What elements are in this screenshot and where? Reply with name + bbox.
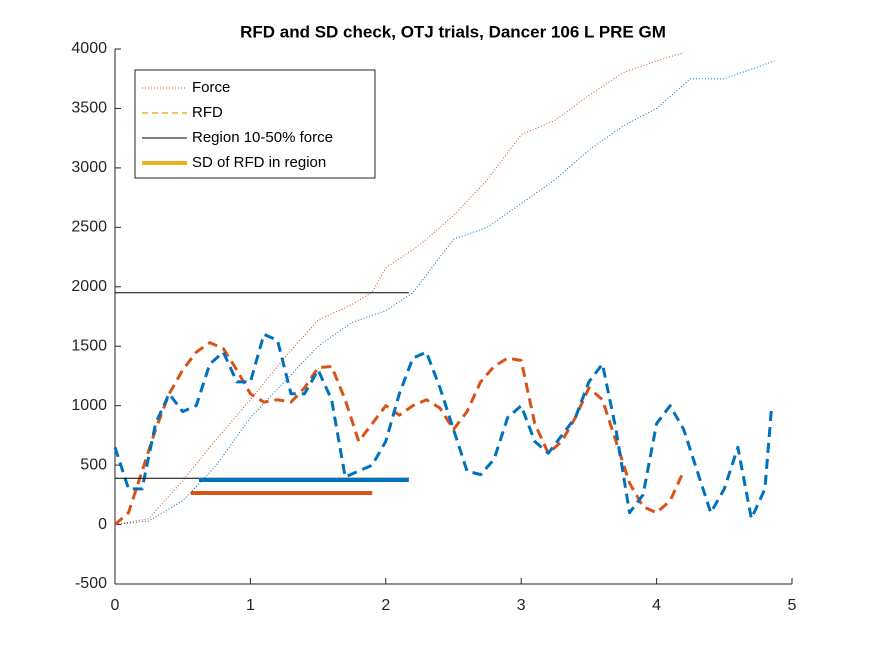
x-tick-label: 1 bbox=[246, 597, 255, 614]
y-tick-label: 0 bbox=[98, 516, 107, 533]
y-tick-label: 4000 bbox=[71, 40, 107, 57]
y-tick-label: 3500 bbox=[71, 100, 107, 117]
legend: Force RFD Region 10-50% force SD of RFD in … bbox=[134, 69, 376, 179]
x-tick-label: 3 bbox=[517, 597, 526, 614]
y-tick-label: -500 bbox=[75, 575, 107, 592]
legend-label: RFD bbox=[192, 104, 223, 121]
y-tick-label: 500 bbox=[80, 456, 107, 473]
series-line bbox=[114, 52, 684, 526]
legend-label: Region 10-50% force bbox=[192, 129, 333, 146]
y-tick-label: 3000 bbox=[71, 159, 107, 176]
series-line bbox=[114, 60, 775, 526]
x-tick-label: 2 bbox=[381, 597, 390, 614]
series-line bbox=[113, 332, 774, 521]
x-tick-label: 4 bbox=[652, 597, 661, 614]
legend-label: Force bbox=[192, 79, 230, 96]
series-line bbox=[114, 341, 686, 526]
y-tick-label: 2000 bbox=[71, 278, 107, 295]
y-tick-label: 1000 bbox=[71, 397, 107, 414]
y-tick-label: 2500 bbox=[71, 219, 107, 236]
legend-label: SD of RFD in region bbox=[192, 154, 326, 171]
x-tick-label: 0 bbox=[111, 597, 120, 614]
chart-title: RFD and SD check, OTJ trials, Dancer 106… bbox=[240, 22, 666, 41]
x-tick-label: 5 bbox=[788, 597, 797, 614]
y-tick-label: 1500 bbox=[71, 337, 107, 354]
